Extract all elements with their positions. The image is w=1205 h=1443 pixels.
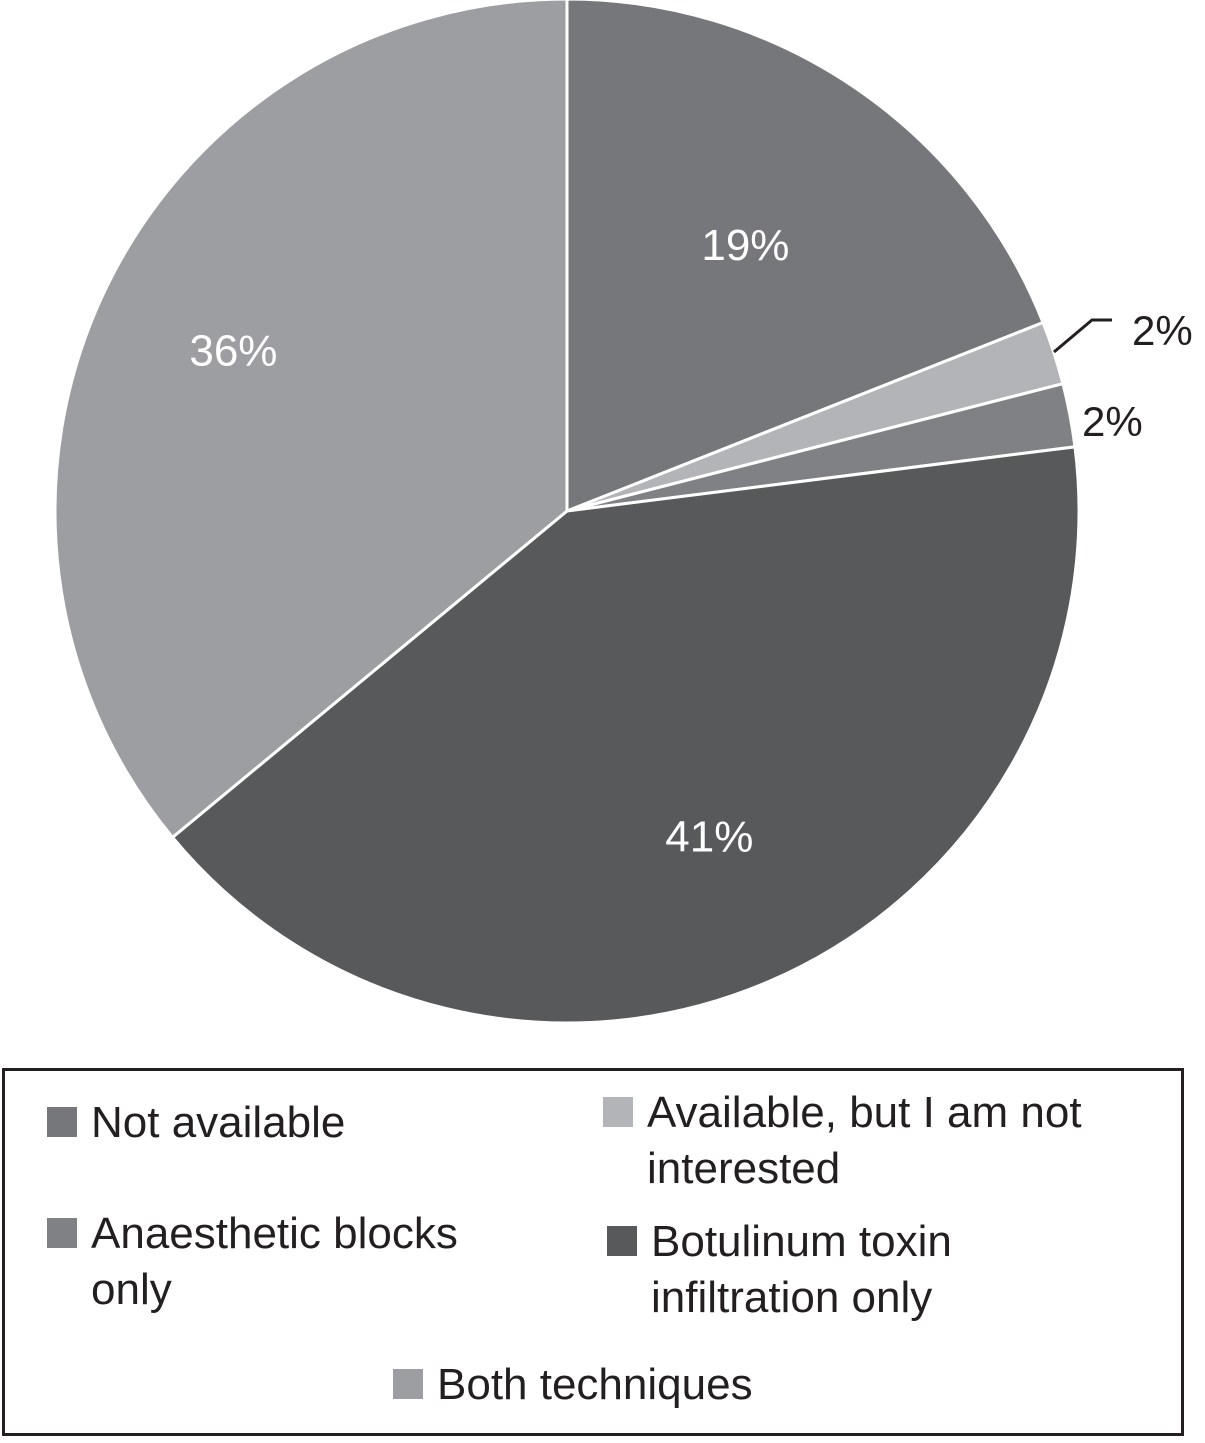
legend-swatch — [393, 1369, 423, 1399]
legend-item-anaesthetic-blocks: Anaesthetic blocks only — [47, 1206, 458, 1318]
legend-swatch — [47, 1218, 77, 1248]
legend-label: Anaesthetic blocks only — [91, 1209, 458, 1314]
data-label: 41% — [665, 813, 753, 862]
pie-slice-botulinum-toxin-infiltration-only — [170, 445, 1081, 1025]
data-label: 2% — [1132, 307, 1193, 354]
pie-slice-both-techniques — [53, 0, 569, 840]
legend-item-available-not-interested: Available, but I am not interested — [603, 1085, 1082, 1197]
legend-label: Botulinum toxin infiltration only — [651, 1217, 952, 1322]
legend-swatch — [607, 1226, 637, 1256]
legend-label: Not available — [91, 1098, 346, 1147]
legend-swatch — [603, 1097, 633, 1127]
label-leader-line — [1053, 318, 1112, 354]
legend-item-both-techniques: Both techniques — [393, 1357, 753, 1413]
legend-item-botulinum-toxin: Botulinum toxin infiltration only — [607, 1214, 952, 1326]
data-label: 36% — [189, 327, 277, 376]
legend-swatch — [47, 1107, 77, 1137]
chart-legend: Not available Available, but I am not in… — [2, 1068, 1184, 1436]
data-label: 2% — [1082, 398, 1143, 445]
pie-slice-not-available — [565, 0, 1045, 514]
data-label: 19% — [701, 221, 789, 270]
legend-item-not-available: Not available — [47, 1095, 345, 1151]
pie-chart: 19% 2% 2% 41% 36% — [53, 0, 1193, 1025]
legend-label: Both techniques — [437, 1360, 753, 1409]
legend-label: Available, but I am not interested — [647, 1088, 1082, 1193]
